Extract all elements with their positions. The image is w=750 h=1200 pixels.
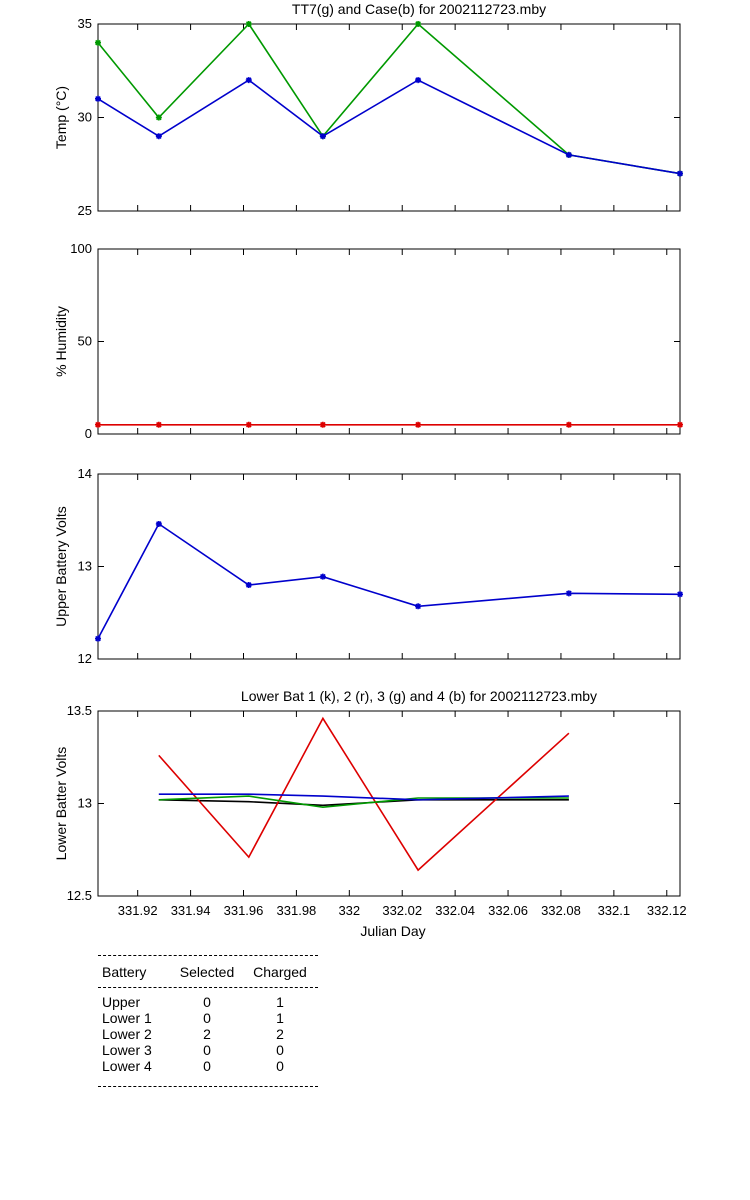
row-selected-value: 0 [203,994,211,1010]
x-tick-label: 332.12 [647,903,687,918]
panel-4-ylabel: Lower Batter Volts [53,747,69,861]
row-charged-value: 0 [276,1042,284,1058]
row-battery-name: Lower 2 [102,1026,152,1042]
x-tick-label: 331.96 [224,903,264,918]
panel-1-series-2-point [155,133,162,140]
table-header-divider [98,987,318,988]
panel-3-series-1-point [677,591,683,598]
panel-4-xlabel: Julian Day [360,923,425,939]
row-charged-value: 1 [276,1010,284,1026]
panel-1-series-2-point [677,170,683,177]
panel-2-ylabel: % Humidity [53,306,69,377]
x-tick-label: 332.04 [435,903,475,918]
x-tick-label: 332.1 [598,903,631,918]
panel-2-series-1-point [245,421,252,428]
panel-2-series-1-point [415,421,422,428]
header-battery: Battery [102,964,147,980]
panel-4-series-2-line [158,716,570,872]
panel-1-series-2-point [245,77,252,84]
y-tick-label: 35 [78,16,92,31]
y-tick-label: 100 [70,241,92,256]
y-tick-label: 30 [78,110,92,125]
panel-2-series-1-point [319,421,326,428]
panel-1-series-2-point [565,151,572,158]
panel-2-series-1-point [155,421,162,428]
y-tick-label: 50 [78,334,92,349]
panel-3-series-1-point [95,635,101,642]
y-tick-label: 14 [78,466,92,481]
y-tick-label: 12.5 [67,888,92,903]
panel-4-series-1-line [158,798,569,807]
row-selected-value: 0 [203,1010,211,1026]
panel-3-series-1-line [97,522,681,639]
table-header-row: Battery Selected Charged [98,961,318,983]
table-row: Lower 2 2 2 [98,1026,318,1042]
x-tick-label: 332.02 [382,903,422,918]
panel-4-frame [97,710,681,897]
panel-1-frame [97,23,681,212]
panel-1-series-2-point [95,95,101,102]
table-bottom-divider [98,1086,318,1087]
header-selected: Selected [179,964,235,980]
y-tick-label: 13.5 [67,703,92,718]
panel-3-ylabel: Upper Battery Volts [53,506,69,627]
panel-3-frame [97,473,681,660]
table-row: Lower 4 0 0 [98,1058,318,1074]
y-tick-label: 13 [78,559,92,574]
panel-2-series-1-point [565,421,572,428]
table-row: Lower 3 0 0 [98,1042,318,1058]
x-tick-label: 331.92 [118,903,158,918]
panel-3-series-1-point [155,520,162,527]
row-selected-value: 0 [203,1042,211,1058]
panel-1-series-2-line [97,79,681,175]
x-tick-label: 332.08 [541,903,581,918]
multi-panel-chart: 25 30 35 TT7(g) and Case(b) for 2002112723.… [53,1,687,939]
panel-2-frame [97,248,681,435]
battery-status-table: Battery Selected Charged Upper 0 1 Lower… [98,955,318,1087]
y-tick-label: 0 [85,426,92,441]
row-battery-name: Lower 3 [102,1042,152,1058]
panel-1-series-2-point [415,77,422,84]
panel-1-series-1-point [95,39,101,46]
header-charged: Charged [253,964,307,980]
panel-1-ylabel: Temp (°C) [53,86,69,149]
row-charged-value: 0 [276,1058,284,1074]
y-tick-label: 12 [78,651,92,666]
table-top-divider [98,955,318,956]
row-selected-value: 2 [203,1026,211,1042]
row-battery-name: Upper [102,994,141,1010]
panel-4-series-4-line [158,793,569,801]
panel-1-series-1-point [155,114,162,121]
panel-2-series-1-point [95,421,101,428]
row-battery-name: Lower 4 [102,1058,152,1074]
panel-2-series-1-point [677,421,683,428]
panel-1-series-2-point [319,133,326,140]
table-row: Upper 0 1 [98,994,318,1010]
row-selected-value: 0 [203,1058,211,1074]
y-tick-label: 13 [78,796,92,811]
x-tick-label: 331.98 [277,903,317,918]
panel-1-series-1-point [415,21,422,27]
table-body: Upper 0 1 Lower 1 0 1 Lower 2 2 2 Lower … [98,994,318,1074]
panel-3-series-1-point [245,582,252,588]
x-tick-label: 332 [338,903,360,918]
panel-3-series-1-point [319,573,326,580]
x-tick-label: 331.94 [171,903,211,918]
panel-1-series-1-point [245,21,252,27]
x-tick-label: 332.06 [488,903,528,918]
panel-4-title: Lower Bat 1 (k), 2 (r), 3 (g) and 4 (b) … [241,688,597,704]
y-tick-label: 25 [78,203,92,218]
panel-3-series-1-point [565,590,572,597]
panel-3-series-1-point [415,603,422,610]
panel-1-series-1-line [97,22,681,175]
panel-1-title: TT7(g) and Case(b) for 2002112723.mby [292,1,546,17]
row-charged-value: 1 [276,994,284,1010]
table-row: Lower 1 0 1 [98,1010,318,1026]
row-charged-value: 2 [276,1026,284,1042]
row-battery-name: Lower 1 [102,1010,152,1026]
